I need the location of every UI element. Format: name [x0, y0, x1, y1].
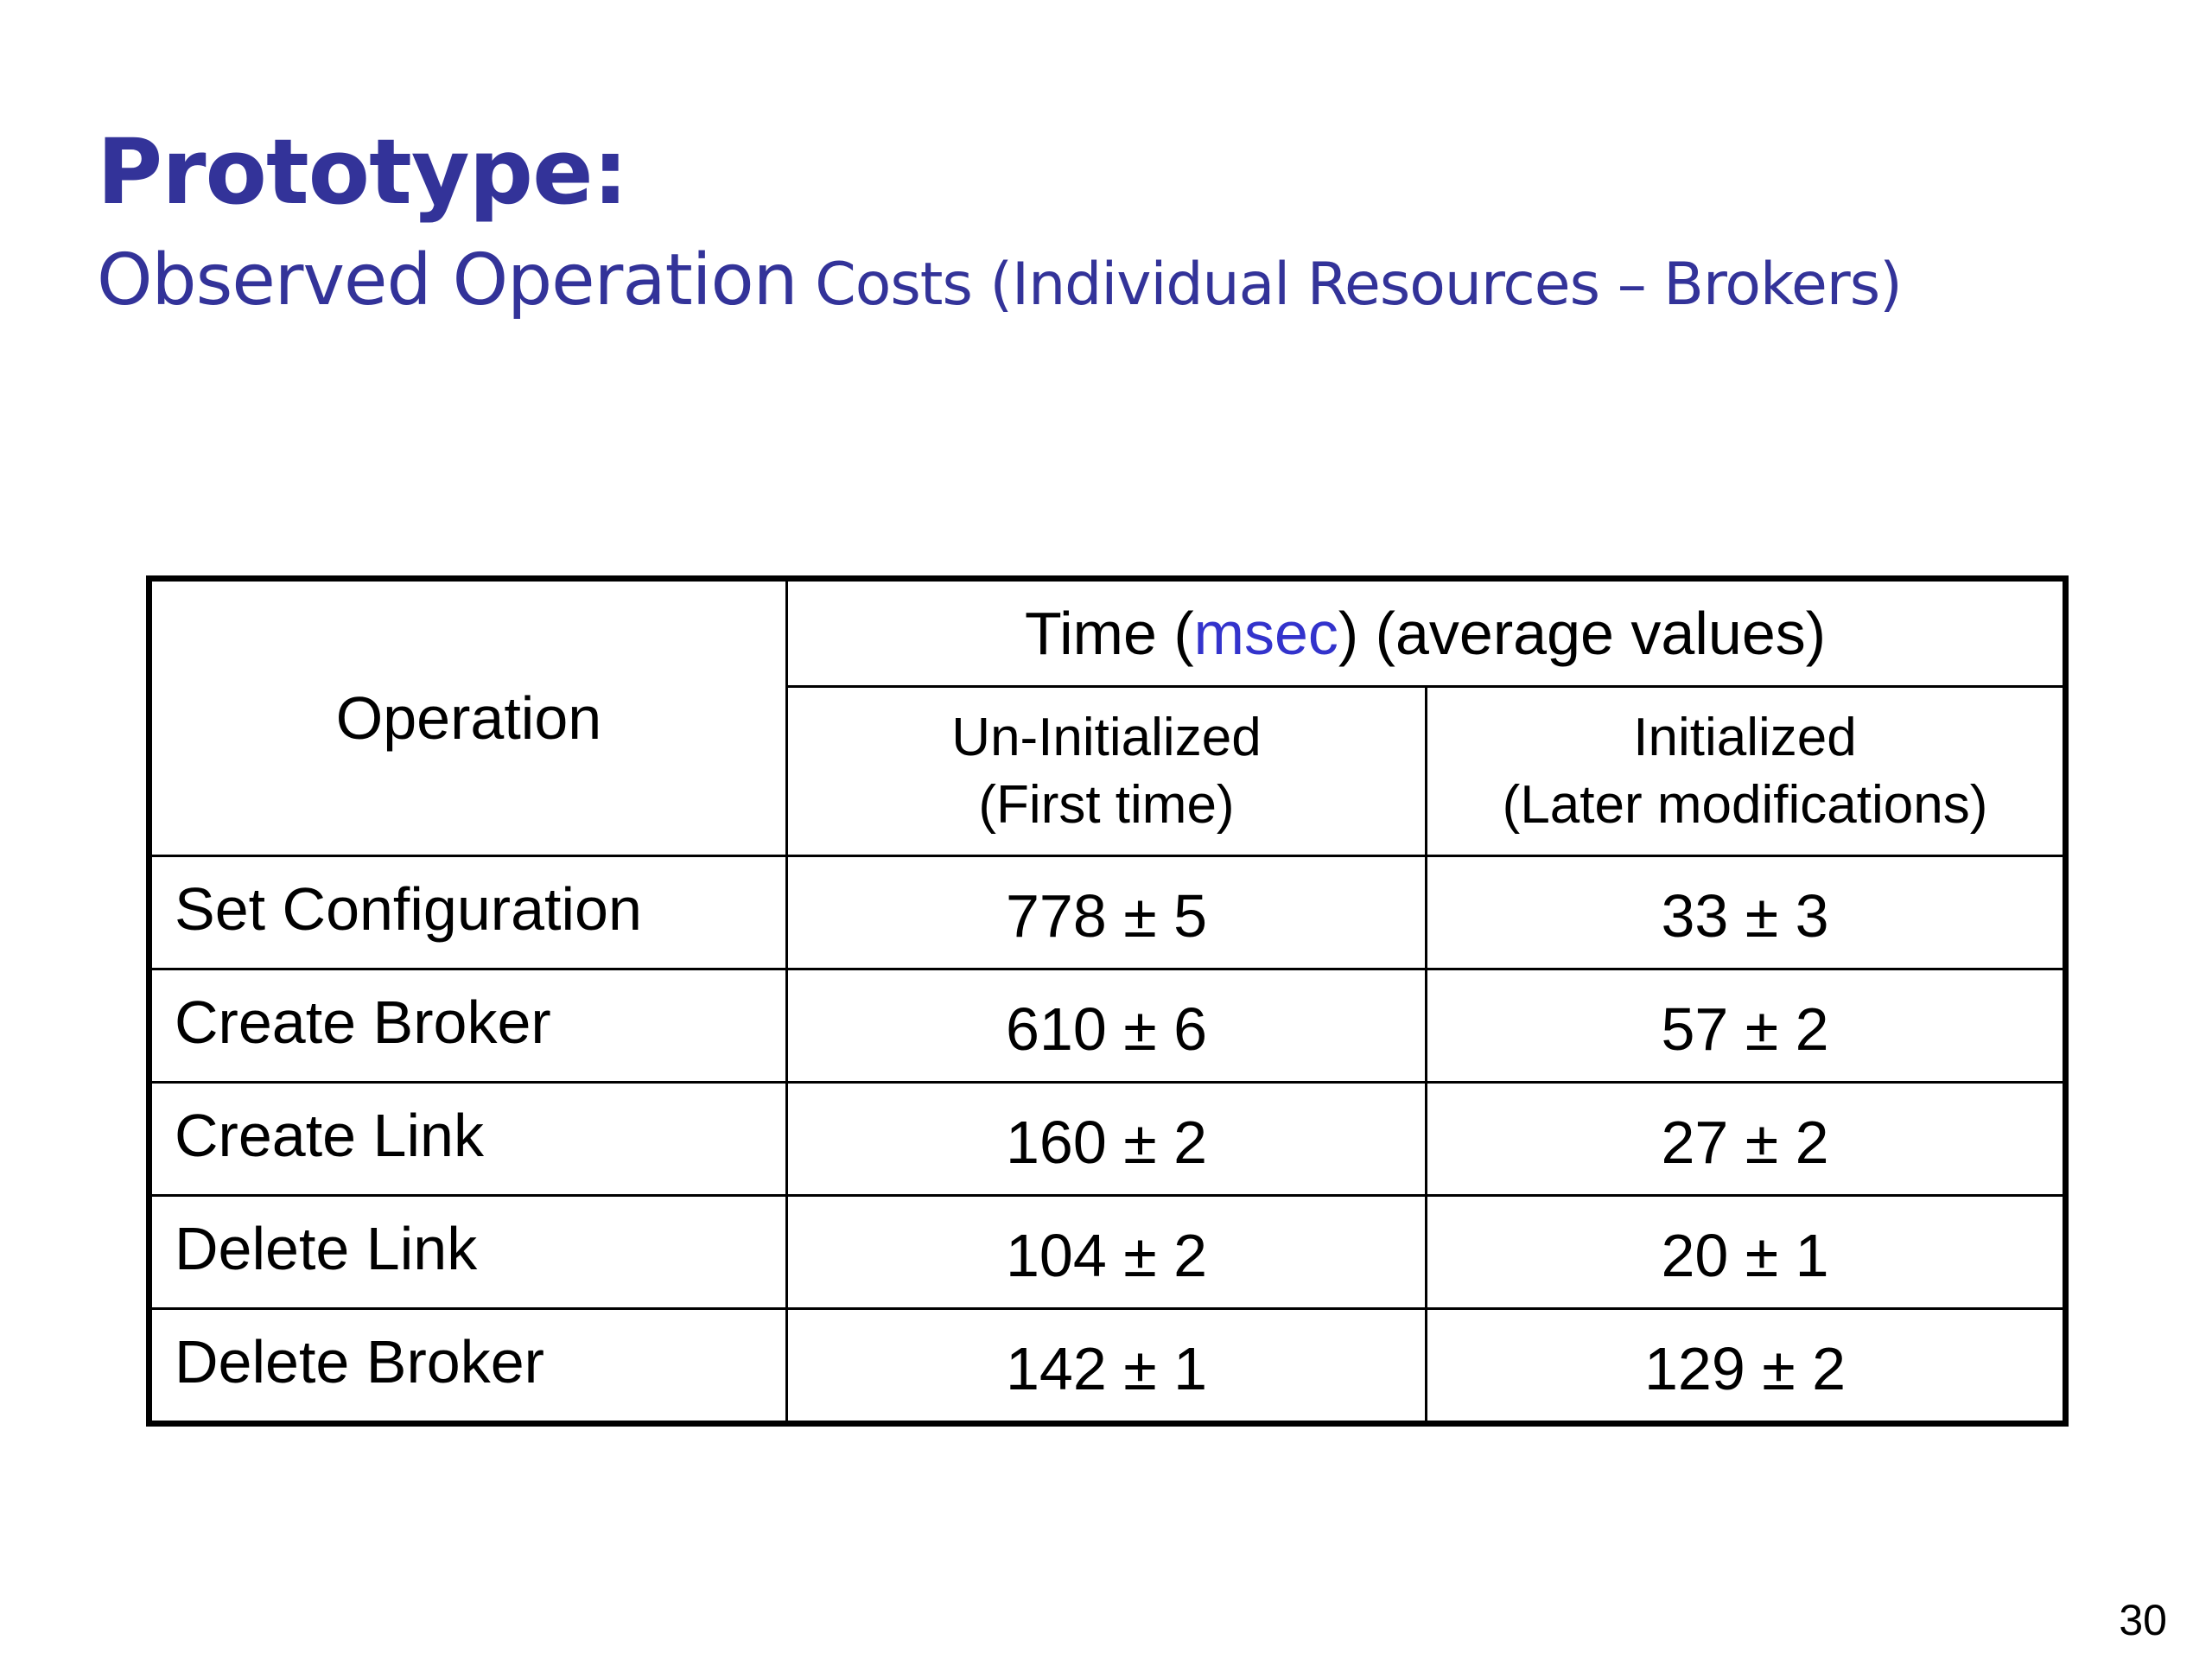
subtitle-rest: Costs (Individual Resources – Brokers): [797, 251, 1902, 319]
operation-cell: Delete Broker: [148, 1307, 788, 1425]
initialized-value: 27 ± 2: [1424, 1081, 2068, 1197]
time-header-before: Time (: [1024, 600, 1194, 668]
initialized-value: 129 ± 2: [1424, 1307, 2068, 1425]
operation-cell: Set Configuration: [148, 855, 788, 970]
time-header: Time (msec) (average values): [785, 576, 2068, 689]
table-row: Create Broker 610 ± 6 57 ± 2: [148, 968, 2068, 1084]
time-header-after: ) (average values): [1338, 600, 1827, 668]
operation-cell: Create Link: [148, 1081, 788, 1197]
page-number: 30: [2119, 1596, 2167, 1644]
operation-cell: Create Broker: [148, 968, 788, 1084]
operation-cell: Delete Link: [148, 1194, 788, 1310]
uninitialized-header-line2: (First time): [978, 774, 1235, 835]
uninitialized-header: Un-Initialized (First time): [785, 685, 1427, 857]
uninitialized-value: 142 ± 1: [785, 1307, 1427, 1425]
initialized-value: 20 ± 1: [1424, 1194, 2068, 1310]
uninitialized-header-line1: Un-Initialized: [951, 707, 1262, 767]
operation-cost-table: Operation Time (msec) (average values) U…: [146, 575, 2069, 1427]
initialized-header: Initialized (Later modifications): [1424, 685, 2068, 857]
header-row-1: Operation Time (msec) (average values): [148, 576, 2068, 857]
initialized-value: 33 ± 3: [1424, 855, 2068, 970]
uninitialized-value: 610 ± 6: [785, 968, 1427, 1084]
table-row: Create Link 160 ± 2 27 ± 2: [148, 1081, 2068, 1197]
uninitialized-value: 160 ± 2: [785, 1081, 1427, 1197]
table-row: Delete Link 104 ± 2 20 ± 1: [148, 1194, 2068, 1310]
subtitle-main: Observed Operation: [97, 239, 798, 321]
table-row: Delete Broker 142 ± 1 129 ± 2: [148, 1307, 2068, 1425]
table-row: Set Configuration 778 ± 5 33 ± 3: [148, 855, 2068, 970]
header-row-2: Un-Initialized (First time) Initialized (L…: [149, 685, 2068, 857]
uninitialized-value: 778 ± 5: [785, 855, 1427, 970]
initialized-header-line2: (Later modifications): [1502, 774, 1988, 835]
operation-header: Operation: [148, 577, 788, 857]
uninitialized-value: 104 ± 2: [785, 1194, 1427, 1310]
slide-subtitle: Observed Operation Costs (Individual Res…: [97, 238, 1903, 323]
initialized-header-line1: Initialized: [1633, 707, 1857, 767]
slide-title: Prototype:: [97, 119, 628, 225]
initialized-value: 57 ± 2: [1424, 968, 2068, 1084]
time-header-unit: msec: [1193, 600, 1338, 668]
